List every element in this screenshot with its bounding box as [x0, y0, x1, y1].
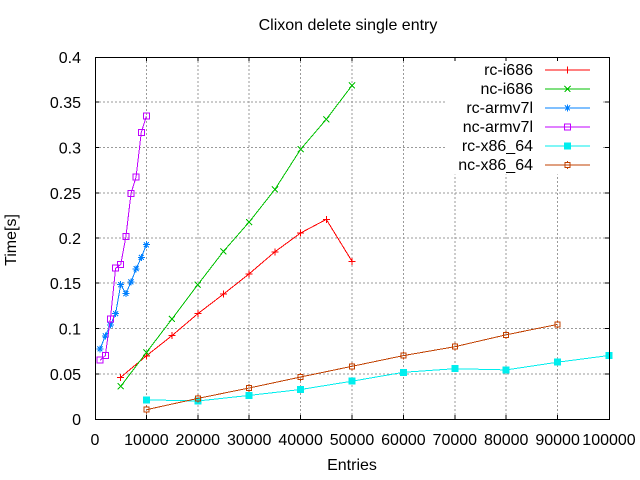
svg-text:80000: 80000	[484, 432, 529, 449]
svg-text:30000: 30000	[227, 432, 272, 449]
svg-text:60000: 60000	[381, 432, 426, 449]
svg-text:0.3: 0.3	[59, 141, 81, 158]
svg-text:100000: 100000	[582, 432, 635, 449]
svg-text:0.2: 0.2	[59, 231, 81, 248]
svg-text:70000: 70000	[433, 432, 478, 449]
svg-text:0.1: 0.1	[59, 322, 81, 339]
svg-text:Time[s]: Time[s]	[3, 214, 20, 266]
svg-text:40000: 40000	[278, 432, 323, 449]
svg-text:nc-armv7l: nc-armv7l	[463, 119, 533, 136]
svg-text:nc-i686: nc-i686	[481, 81, 534, 98]
svg-text:0: 0	[91, 432, 100, 449]
svg-text:0.4: 0.4	[59, 50, 81, 67]
svg-text:90000: 90000	[535, 432, 580, 449]
svg-text:rc-x86_64: rc-x86_64	[462, 138, 533, 155]
svg-text:Clixon delete single entry: Clixon delete single entry	[259, 17, 438, 34]
svg-text:20000: 20000	[176, 432, 221, 449]
svg-text:Entries: Entries	[327, 457, 377, 474]
svg-text:50000: 50000	[330, 432, 375, 449]
svg-text:0.25: 0.25	[50, 186, 81, 203]
svg-text:rc-armv7l: rc-armv7l	[466, 100, 533, 117]
svg-text:0.35: 0.35	[50, 95, 81, 112]
svg-text:nc-x86_64: nc-x86_64	[458, 157, 533, 174]
svg-text:0: 0	[72, 412, 81, 429]
svg-text:0.05: 0.05	[50, 367, 81, 384]
svg-text:10000: 10000	[124, 432, 169, 449]
svg-text:rc-i686: rc-i686	[484, 62, 533, 79]
svg-text:0.15: 0.15	[50, 276, 81, 293]
